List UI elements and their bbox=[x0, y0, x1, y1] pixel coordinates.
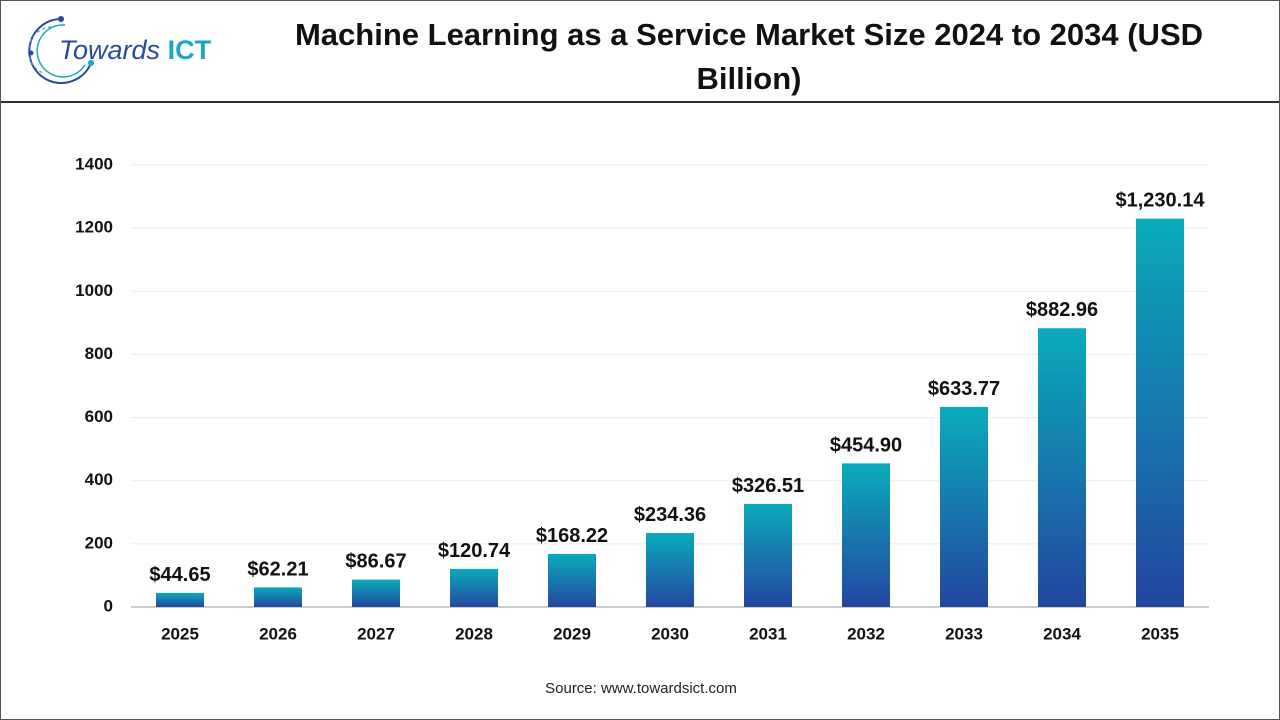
value-label: $454.90 bbox=[830, 434, 902, 456]
logo-arc bbox=[28, 18, 92, 84]
x-tick-label: 2034 bbox=[1043, 624, 1081, 643]
value-label: $62.21 bbox=[247, 558, 308, 580]
chart: Source: www.towardsict.com 0 200 400 600 800… bbox=[75, 154, 1209, 697]
bar bbox=[156, 592, 204, 607]
value-label: $120.74 bbox=[438, 540, 511, 562]
bar bbox=[254, 587, 302, 607]
logo-arc bbox=[36, 24, 86, 78]
value-label: $86.67 bbox=[345, 551, 406, 573]
value-label: $633.77 bbox=[928, 378, 1000, 400]
y-tick-label: 200 bbox=[85, 533, 113, 552]
value-label: $44.65 bbox=[149, 564, 210, 586]
y-tick-label: 1200 bbox=[75, 218, 113, 237]
bar bbox=[1038, 328, 1086, 607]
logo-word: ICT bbox=[167, 35, 212, 65]
y-tick-label: 0 bbox=[104, 596, 113, 615]
x-tick-label: 2028 bbox=[455, 624, 493, 643]
value-label: $326.51 bbox=[732, 475, 804, 497]
logo: Towards ICT bbox=[21, 13, 231, 89]
logo-arc bbox=[27, 26, 52, 74]
x-tick-label: 2033 bbox=[945, 624, 983, 643]
y-tick-label: 600 bbox=[85, 407, 113, 426]
x-tick-label: 2035 bbox=[1141, 624, 1179, 643]
x-tick-label: 2030 bbox=[651, 624, 689, 643]
y-tick-label: 800 bbox=[85, 344, 113, 363]
value-label: $168.22 bbox=[536, 525, 608, 547]
logo-dot bbox=[28, 50, 34, 56]
bar bbox=[646, 533, 694, 607]
y-tick-label: 400 bbox=[85, 470, 113, 489]
bar bbox=[548, 553, 596, 607]
bar bbox=[1136, 218, 1184, 607]
logo-word: Towards bbox=[59, 35, 161, 65]
x-tick-label: 2027 bbox=[357, 624, 395, 643]
value-label: $882.96 bbox=[1026, 299, 1098, 321]
logo-dot bbox=[88, 60, 94, 66]
logo-emblem bbox=[27, 16, 94, 84]
bar bbox=[940, 406, 988, 607]
chart-title: Machine Learning as a Service Market Siz… bbox=[294, 17, 1204, 96]
x-tick-label: 2025 bbox=[161, 624, 199, 643]
logo-text: Towards ICT bbox=[59, 35, 211, 66]
value-label: $1,230.14 bbox=[1116, 190, 1206, 212]
bar bbox=[842, 463, 890, 607]
x-tick-label: 2032 bbox=[847, 624, 885, 643]
x-tick-label: 2026 bbox=[259, 624, 297, 643]
y-tick-label: 1000 bbox=[75, 281, 113, 300]
y-tick-label: 1400 bbox=[75, 154, 113, 173]
logo-dot bbox=[58, 16, 64, 22]
value-label: $234.36 bbox=[634, 504, 706, 526]
bar bbox=[744, 503, 792, 607]
x-tick-label: 2029 bbox=[553, 624, 591, 643]
source-note: Source: www.towardsict.com bbox=[545, 680, 737, 697]
x-tick-label: 2031 bbox=[749, 624, 787, 643]
bar bbox=[450, 568, 498, 607]
header: Towards ICT Machine Learning as a Servic… bbox=[1, 1, 1279, 103]
bar bbox=[352, 579, 400, 607]
